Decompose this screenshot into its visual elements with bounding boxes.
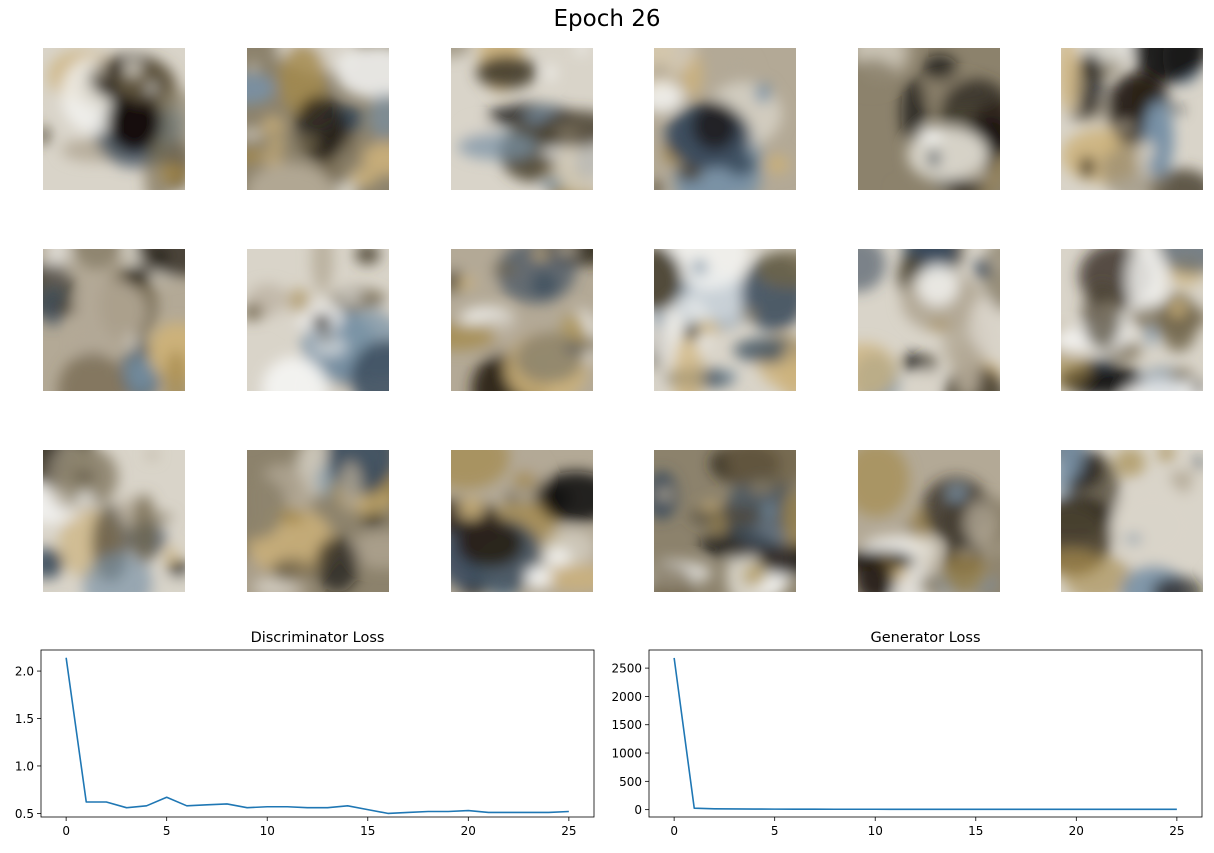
generated-sample-image	[654, 450, 796, 592]
plot-title: Generator Loss	[870, 630, 980, 646]
axes-frame	[648, 649, 1203, 818]
y-tick-label: 0	[634, 803, 642, 817]
x-tick-label: 0	[62, 824, 70, 838]
x-tick-label: 15	[360, 824, 375, 838]
y-tick-label: 2.0	[15, 665, 34, 679]
y-tick-label: 1500	[611, 718, 642, 732]
x-tick-label: 25	[561, 824, 576, 838]
y-tick-label: 1.5	[15, 712, 34, 726]
plot-title: Discriminator Loss	[251, 630, 385, 646]
generated-sample-image	[247, 48, 389, 190]
generated-sample-image	[1061, 450, 1203, 592]
generated-sample-image	[247, 450, 389, 592]
generated-sample-image	[451, 249, 593, 391]
generated-sample-image	[247, 249, 389, 391]
generated-sample-image	[43, 249, 185, 391]
loss-series-line	[673, 657, 1177, 811]
x-tick-label: 20	[1069, 824, 1084, 838]
x-tick-label: 25	[1169, 824, 1184, 838]
generated-sample-image	[451, 48, 593, 190]
x-tick-label: 15	[968, 824, 983, 838]
x-tick-label: 10	[868, 824, 883, 838]
generated-sample-image	[451, 450, 593, 592]
generated-sample-image	[654, 48, 796, 190]
axes-frame	[40, 649, 595, 818]
x-tick-label: 5	[771, 824, 779, 838]
generator-loss-plot: Generator Loss 0 5 10 15 20 25 0 500 1000 1500 2000…	[611, 630, 1203, 838]
generated-sample-image	[858, 249, 1000, 391]
generated-sample-image	[858, 48, 1000, 190]
generated-sample-image	[43, 48, 185, 190]
x-tick-label: 20	[461, 824, 476, 838]
generated-sample-image	[654, 249, 796, 391]
x-tick-label: 10	[260, 824, 275, 838]
y-tick-label: 1000	[611, 747, 642, 761]
x-tick-label: 0	[670, 824, 678, 838]
generated-sample-image	[1061, 249, 1203, 391]
generated-sample-image	[1061, 48, 1203, 190]
y-tick-label: 2500	[611, 662, 642, 676]
generated-sample-image	[43, 450, 185, 592]
y-tick-label: 2000	[611, 690, 642, 704]
loss-series-line	[65, 657, 569, 815]
y-tick-label: 0.5	[15, 807, 34, 821]
x-tick-label: 5	[163, 824, 171, 838]
discriminator-loss-plot: Discriminator Loss 0 5 10 15 20 25 0.5 1.0 1.5 2.0	[15, 630, 595, 838]
y-tick-label: 1.0	[15, 759, 34, 773]
y-tick-label: 500	[619, 775, 642, 789]
generated-sample-image	[858, 450, 1000, 592]
figure-title: Epoch 26	[553, 6, 661, 32]
